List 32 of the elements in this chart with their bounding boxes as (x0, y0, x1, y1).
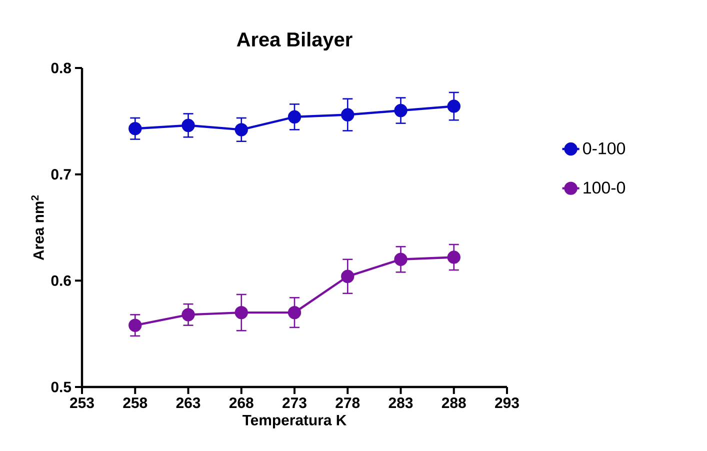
point (128, 318, 142, 332)
chart-title: Area Bilayer (236, 32, 352, 50)
point (341, 270, 354, 283)
x-tick-label: 263 (176, 398, 200, 408)
y-tick-label: 0.5 (51, 382, 72, 392)
point (288, 306, 302, 320)
point (182, 308, 195, 322)
legend-label: 100-0 (584, 182, 626, 194)
point (234, 123, 248, 136)
point (447, 250, 460, 264)
x-tick-label: 293 (495, 398, 519, 408)
x-tick-label: 268 (229, 398, 254, 408)
x-tick-label: 253 (70, 398, 94, 408)
x-tick-label: 288 (442, 398, 466, 408)
point (394, 104, 408, 118)
y-tick-label: 0.8 (51, 62, 72, 74)
y-tick-label: 0.7 (51, 169, 71, 180)
x-tick-label: 283 (388, 398, 413, 408)
point (128, 122, 142, 136)
legend-label: 0-100 (583, 142, 626, 154)
y-tick-label: 0.6 (51, 275, 71, 286)
point (288, 110, 302, 124)
x-tick-label: 278 (336, 398, 360, 408)
point (394, 252, 408, 266)
x-axis-title: Temperatura K (242, 414, 347, 428)
x-tick-label: 258 (123, 398, 148, 408)
point (234, 306, 248, 320)
point (341, 108, 354, 122)
point (447, 100, 460, 113)
point (182, 118, 195, 132)
x-tick-label: 273 (282, 398, 306, 408)
y-axis-title: Area nm$^{2}$ (31, 195, 44, 260)
